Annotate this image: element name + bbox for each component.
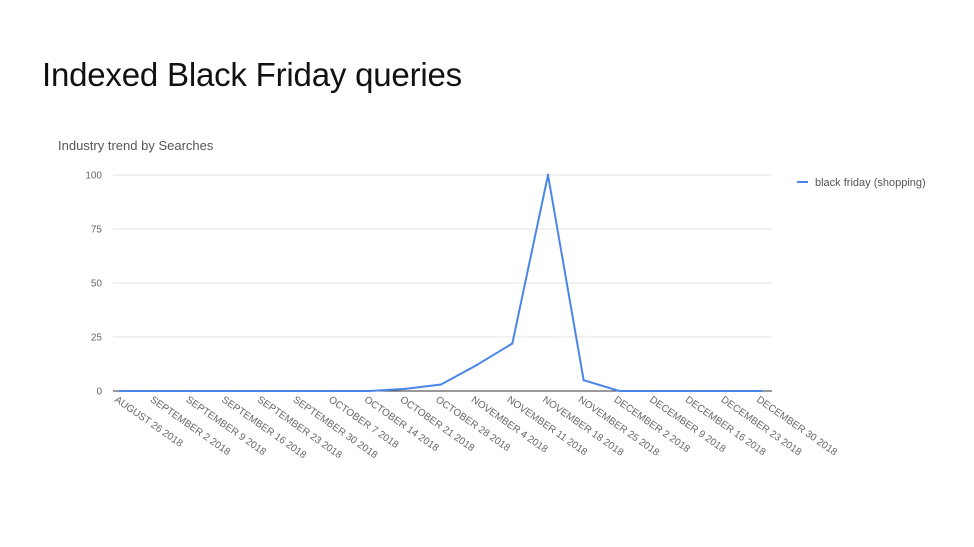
data-point [582, 379, 585, 382]
data-point [332, 389, 336, 393]
slide-title: Indexed Black Friday queries [42, 56, 462, 93]
data-point [653, 389, 657, 393]
series-layer [118, 173, 764, 393]
data-point [546, 173, 550, 177]
chart-title: Industry trend by Searches [58, 138, 214, 153]
data-point [475, 363, 478, 367]
data-point [297, 389, 300, 393]
data-point [511, 342, 514, 345]
y-tick-label: 75 [91, 225, 103, 236]
data-point [404, 387, 407, 391]
data-point [225, 389, 229, 393]
y-tick-label: 25 [91, 333, 103, 344]
data-point [689, 389, 692, 393]
legend: black friday (shopping) [797, 177, 926, 189]
data-point [190, 389, 193, 393]
y-tick-label: 50 [91, 279, 103, 290]
data-point [760, 389, 764, 393]
data-point [618, 389, 621, 393]
data-point [368, 389, 371, 393]
data-point [154, 389, 157, 393]
data-point [439, 383, 443, 386]
y-tick-label: 0 [96, 387, 102, 398]
data-point [118, 389, 122, 393]
legend-label: black friday (shopping) [815, 177, 926, 189]
gridlines [113, 174, 772, 338]
y-axis-ticks: 0 25 50 75 100 [85, 171, 102, 398]
y-tick-label: 100 [85, 171, 102, 182]
data-point [725, 389, 728, 393]
data-point [261, 389, 264, 393]
